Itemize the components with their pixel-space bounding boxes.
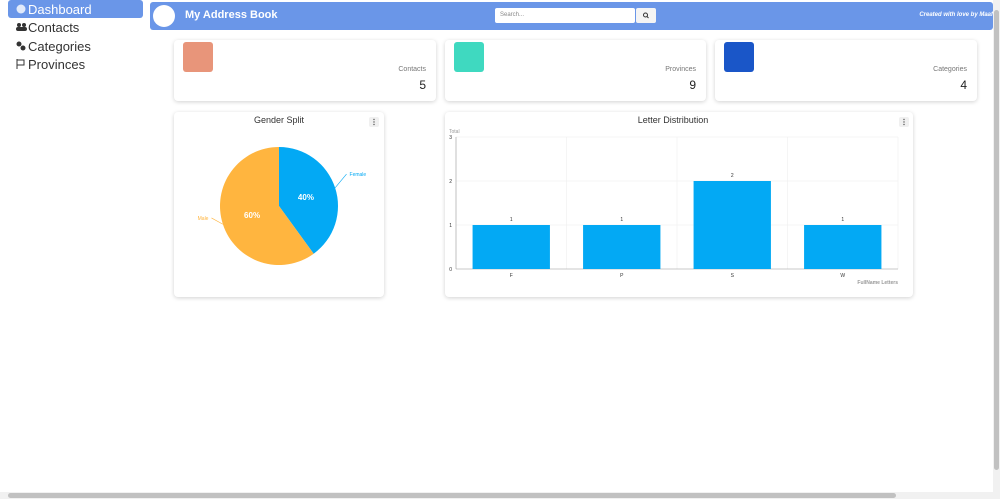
header: My Address Book Search... Created with l… bbox=[150, 2, 993, 30]
leader-line bbox=[211, 217, 224, 225]
y-tick-label: 1 bbox=[449, 223, 452, 229]
pie-slice bbox=[220, 147, 314, 265]
search-input[interactable]: Search... bbox=[495, 8, 635, 23]
stat-value: 9 bbox=[689, 78, 696, 92]
stat-label: Provinces bbox=[665, 66, 696, 73]
v-scrollbar[interactable] bbox=[993, 0, 1000, 499]
stat-icon bbox=[183, 42, 213, 72]
chart-card: Gender Split 40% Female 60% Male bbox=[174, 112, 384, 297]
bar-value-label: 1 bbox=[620, 217, 623, 223]
nav-label: Dashboard bbox=[28, 1, 92, 17]
stat-value: 5 bbox=[419, 78, 426, 92]
stat-icon bbox=[454, 42, 484, 72]
nav-categories[interactable]: Categories bbox=[8, 37, 143, 55]
nav-dashboard[interactable]: Dashboard bbox=[8, 0, 143, 18]
nav-label: Provinces bbox=[28, 56, 86, 72]
chart-title: Gender Split bbox=[254, 115, 305, 125]
nav-label: Contacts bbox=[28, 19, 80, 35]
x-tick-label: P bbox=[620, 273, 624, 279]
stat-label: Categories bbox=[933, 66, 967, 73]
x-tick-label: F bbox=[510, 273, 513, 279]
bar-value-label: 1 bbox=[510, 217, 513, 223]
slice-label: Female bbox=[350, 172, 367, 178]
bar-chart: Letter Distribution Total FullName Letters… bbox=[449, 115, 909, 286]
y-tick-label: 0 bbox=[449, 267, 452, 273]
slice-value-label: 60% bbox=[244, 211, 260, 220]
nav-contacts[interactable]: Contacts bbox=[8, 18, 143, 36]
h-scrollbar[interactable] bbox=[0, 492, 993, 499]
logo[interactable] bbox=[153, 5, 175, 27]
x-axis-label: FullName Letters bbox=[857, 280, 898, 286]
stat-label: Contacts bbox=[398, 66, 426, 73]
x-tick-label: W bbox=[840, 273, 845, 279]
nav-provinces[interactable]: Provinces bbox=[8, 55, 143, 73]
pie-chart: Gender Split 40% Female 60% Male bbox=[198, 115, 379, 265]
leader-line bbox=[334, 173, 347, 188]
bar-value-label: 2 bbox=[731, 173, 734, 179]
stat-card: Contacts 5 bbox=[174, 40, 436, 101]
chart-card: Letter Distribution Total FullName Letters… bbox=[445, 112, 913, 297]
slice-label: Male bbox=[198, 216, 209, 222]
y-tick-label: 3 bbox=[449, 135, 452, 141]
bar bbox=[472, 225, 550, 269]
pie-slice bbox=[279, 147, 338, 254]
bar bbox=[693, 181, 771, 269]
x-tick-label: S bbox=[731, 273, 735, 279]
credit: Created with love by Maaf bbox=[919, 12, 993, 18]
slice-value-label: 40% bbox=[298, 193, 314, 202]
stat-card: Provinces 9 bbox=[445, 40, 706, 101]
stat-value: 4 bbox=[960, 78, 967, 92]
nav-label: Categories bbox=[28, 38, 91, 54]
search-button[interactable] bbox=[636, 8, 656, 23]
app-title: My Address Book bbox=[185, 9, 278, 21]
bar bbox=[804, 225, 882, 269]
stat-card: Categories 4 bbox=[715, 40, 977, 101]
bar-value-label: 1 bbox=[841, 217, 844, 223]
bar bbox=[583, 225, 661, 269]
stat-icon bbox=[724, 42, 754, 72]
chart-title: Letter Distribution bbox=[638, 115, 709, 125]
y-axis-label: Total bbox=[449, 129, 460, 135]
y-tick-label: 2 bbox=[449, 179, 452, 185]
